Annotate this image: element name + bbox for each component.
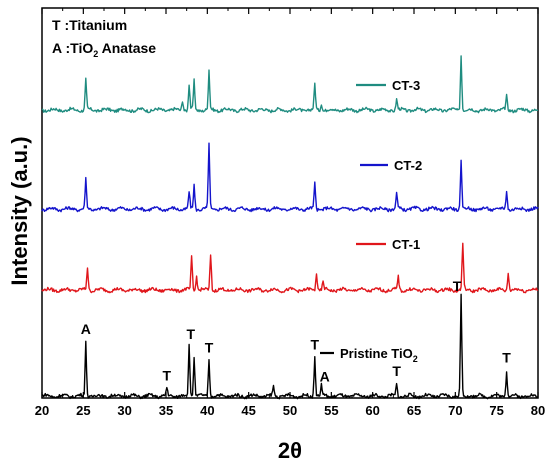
legend-label-main: CT-1: [392, 237, 420, 252]
x-tick-label: 55: [324, 403, 338, 418]
legend-label-2: CT-1: [392, 237, 420, 252]
legend-label-main: CT-2: [394, 158, 422, 173]
series-line-2: [41, 242, 539, 294]
x-tick-label: 25: [76, 403, 90, 418]
x-tick-label: 50: [283, 403, 297, 418]
x-tick-label: 45: [241, 403, 255, 418]
peak-label: T: [163, 368, 172, 384]
x-tick-label: 70: [448, 403, 462, 418]
series-line-1: [41, 142, 539, 213]
legend-label-1: CT-2: [394, 158, 422, 173]
peak-label: A: [320, 369, 330, 385]
plot-frame: [41, 7, 539, 399]
x-tick-label: 65: [407, 403, 421, 418]
legend-label-main: CT-3: [392, 78, 420, 93]
titanium-note: T :Titanium: [52, 17, 127, 33]
x-tick-label: 80: [531, 403, 545, 418]
anatase-note-suffix: Anatase: [98, 40, 156, 56]
x-tick-label: 30: [117, 403, 131, 418]
x-axis-label: 2θ: [278, 438, 302, 463]
peak-label: A: [81, 321, 91, 337]
peak-label: T: [392, 363, 401, 379]
peak-label: T: [311, 337, 320, 353]
anatase-note-prefix: A :TiO: [52, 40, 93, 56]
anatase-note-subscript: 2: [93, 49, 98, 59]
x-tick-label: 20: [35, 403, 49, 418]
peak-label: T: [205, 340, 214, 356]
legend-label-0: CT-3: [392, 78, 420, 93]
x-tick-label: 75: [489, 403, 503, 418]
peak-label: T: [502, 350, 511, 366]
legend-label-main: Pristine TiO: [340, 346, 413, 361]
series-layer: [41, 55, 539, 400]
anatase-note: A :TiO2 Anatase: [52, 40, 156, 59]
x-tick-label: 35: [159, 403, 173, 418]
peak-label: T: [187, 326, 196, 342]
legend-label-subscript: 2: [413, 354, 418, 364]
x-tick-label: 40: [200, 403, 214, 418]
axes: 20 25 30 35 40 45 50 55 60 65 70 75 80 2θ Intensity (a…: [7, 7, 545, 463]
series-line-3: [41, 293, 539, 400]
y-axis-label: Intensity (a.u.): [7, 136, 32, 285]
x-tick-label: 60: [365, 403, 379, 418]
peak-label: T: [453, 278, 462, 294]
legend-label-3: Pristine TiO2: [340, 346, 418, 364]
series-line-0: [41, 55, 539, 114]
